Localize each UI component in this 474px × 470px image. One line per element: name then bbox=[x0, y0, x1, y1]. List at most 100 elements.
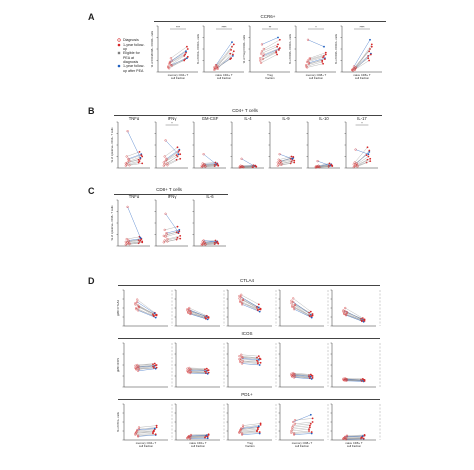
panel-letter-b: B bbox=[88, 106, 95, 116]
paired-line bbox=[277, 163, 291, 166]
paired-line bbox=[346, 314, 364, 321]
sig-label: *** bbox=[176, 25, 180, 29]
paired-line bbox=[203, 154, 217, 165]
chart-title: IL-17 bbox=[357, 116, 367, 121]
diagnosis-point bbox=[162, 234, 165, 237]
diagnosis-point bbox=[136, 363, 139, 367]
paired-line bbox=[190, 310, 208, 318]
chart-title: GM-CSF bbox=[202, 116, 219, 121]
y-axis-label: % of CD8+ CCR6+ cells bbox=[334, 33, 338, 64]
followup-point bbox=[257, 308, 259, 311]
followup-point bbox=[277, 36, 279, 39]
followup-point bbox=[141, 155, 144, 158]
diagnosis-point bbox=[342, 310, 345, 313]
diagnosis-point bbox=[292, 424, 295, 427]
diagnosis-point bbox=[164, 212, 167, 215]
paired-line bbox=[345, 436, 363, 438]
paired-line bbox=[281, 162, 295, 165]
followup-point bbox=[363, 434, 366, 436]
followup-point bbox=[179, 157, 182, 160]
followup-point bbox=[366, 146, 369, 149]
diagnosis-point bbox=[345, 437, 348, 440]
diagnosis-point bbox=[355, 162, 358, 165]
diagnosis-point bbox=[291, 375, 294, 378]
paired-line bbox=[345, 310, 363, 320]
diagnosis-point bbox=[126, 130, 129, 133]
followup-point bbox=[293, 159, 296, 162]
followup-point bbox=[207, 433, 210, 436]
diagnosis-point bbox=[216, 67, 219, 70]
followup-point bbox=[331, 165, 334, 168]
paired-line bbox=[242, 363, 260, 366]
diagnosis-point bbox=[352, 163, 355, 166]
diagnosis-point bbox=[239, 359, 242, 362]
x-axis-label: memory CD4+ T bbox=[168, 73, 189, 77]
followup-point bbox=[310, 316, 313, 319]
paired-line bbox=[242, 356, 260, 359]
sig-label: ** bbox=[269, 25, 272, 29]
diagnosis-point bbox=[344, 435, 347, 438]
x-axis-label: Treg bbox=[247, 441, 253, 445]
x-axis-label: cell fraction bbox=[347, 444, 362, 448]
followup-point bbox=[322, 56, 324, 59]
paired-line bbox=[203, 240, 217, 243]
paired-line bbox=[357, 160, 371, 167]
diagnosis-point bbox=[164, 235, 167, 238]
followup-point bbox=[324, 58, 326, 61]
diagnosis-point bbox=[280, 162, 283, 165]
paired-line bbox=[346, 435, 365, 437]
y-axis-label: % of PD1+ cells bbox=[116, 411, 120, 431]
followup-point bbox=[258, 357, 261, 360]
header-icos: ICOS bbox=[241, 331, 253, 336]
followup-point bbox=[367, 57, 370, 60]
paired-line bbox=[242, 433, 260, 435]
diagnosis-point bbox=[343, 312, 346, 316]
followup-point bbox=[216, 162, 219, 165]
x-axis-label: memory CD8+ T bbox=[292, 441, 313, 445]
paired-line bbox=[169, 54, 186, 64]
followup-point bbox=[323, 45, 325, 48]
followup-point bbox=[309, 422, 312, 425]
paired-line bbox=[129, 163, 143, 166]
followup-point bbox=[328, 162, 331, 165]
diagnosis-point bbox=[168, 62, 171, 65]
paired-line bbox=[138, 310, 156, 318]
paired-line bbox=[281, 160, 295, 164]
paired-line bbox=[187, 310, 206, 318]
paired-line bbox=[189, 309, 207, 317]
diagnosis-point bbox=[293, 432, 296, 435]
followup-point bbox=[259, 308, 262, 311]
paired-line bbox=[239, 356, 258, 358]
followup-point bbox=[257, 358, 260, 361]
y-axis-label: % of cytokine+ CD8+ T cells bbox=[110, 205, 114, 241]
paired-line bbox=[138, 307, 157, 316]
paired-line bbox=[291, 429, 310, 432]
chart-title: TNFα bbox=[129, 116, 140, 121]
followup-point bbox=[214, 239, 217, 242]
followup-point bbox=[367, 155, 370, 158]
paired-line bbox=[294, 309, 312, 318]
followup-point bbox=[140, 154, 143, 157]
y-axis-label: % of CD4/CD8+ CCR6+ cells bbox=[150, 30, 154, 67]
header-ccr6: CCR6+ bbox=[260, 14, 276, 19]
paired-line bbox=[171, 56, 188, 66]
diagnosis-point bbox=[125, 155, 128, 158]
paired-line bbox=[294, 373, 312, 376]
paired-line bbox=[136, 431, 154, 433]
paired-line bbox=[165, 232, 179, 237]
y-axis-label: % of cytokine+ CD4+ T cells bbox=[110, 127, 114, 163]
paired-line bbox=[138, 434, 156, 436]
followup-point bbox=[369, 157, 372, 160]
followup-point bbox=[185, 50, 187, 53]
followup-point bbox=[324, 51, 327, 54]
paired-line bbox=[261, 46, 278, 54]
paired-line bbox=[136, 367, 154, 369]
paired-line bbox=[189, 369, 207, 372]
paired-line bbox=[240, 300, 258, 310]
diagnosis-point bbox=[135, 308, 138, 311]
followup-point bbox=[259, 361, 262, 364]
panel-letter-a: A bbox=[88, 12, 95, 22]
followup-point bbox=[232, 50, 235, 53]
paired-line bbox=[187, 436, 206, 439]
